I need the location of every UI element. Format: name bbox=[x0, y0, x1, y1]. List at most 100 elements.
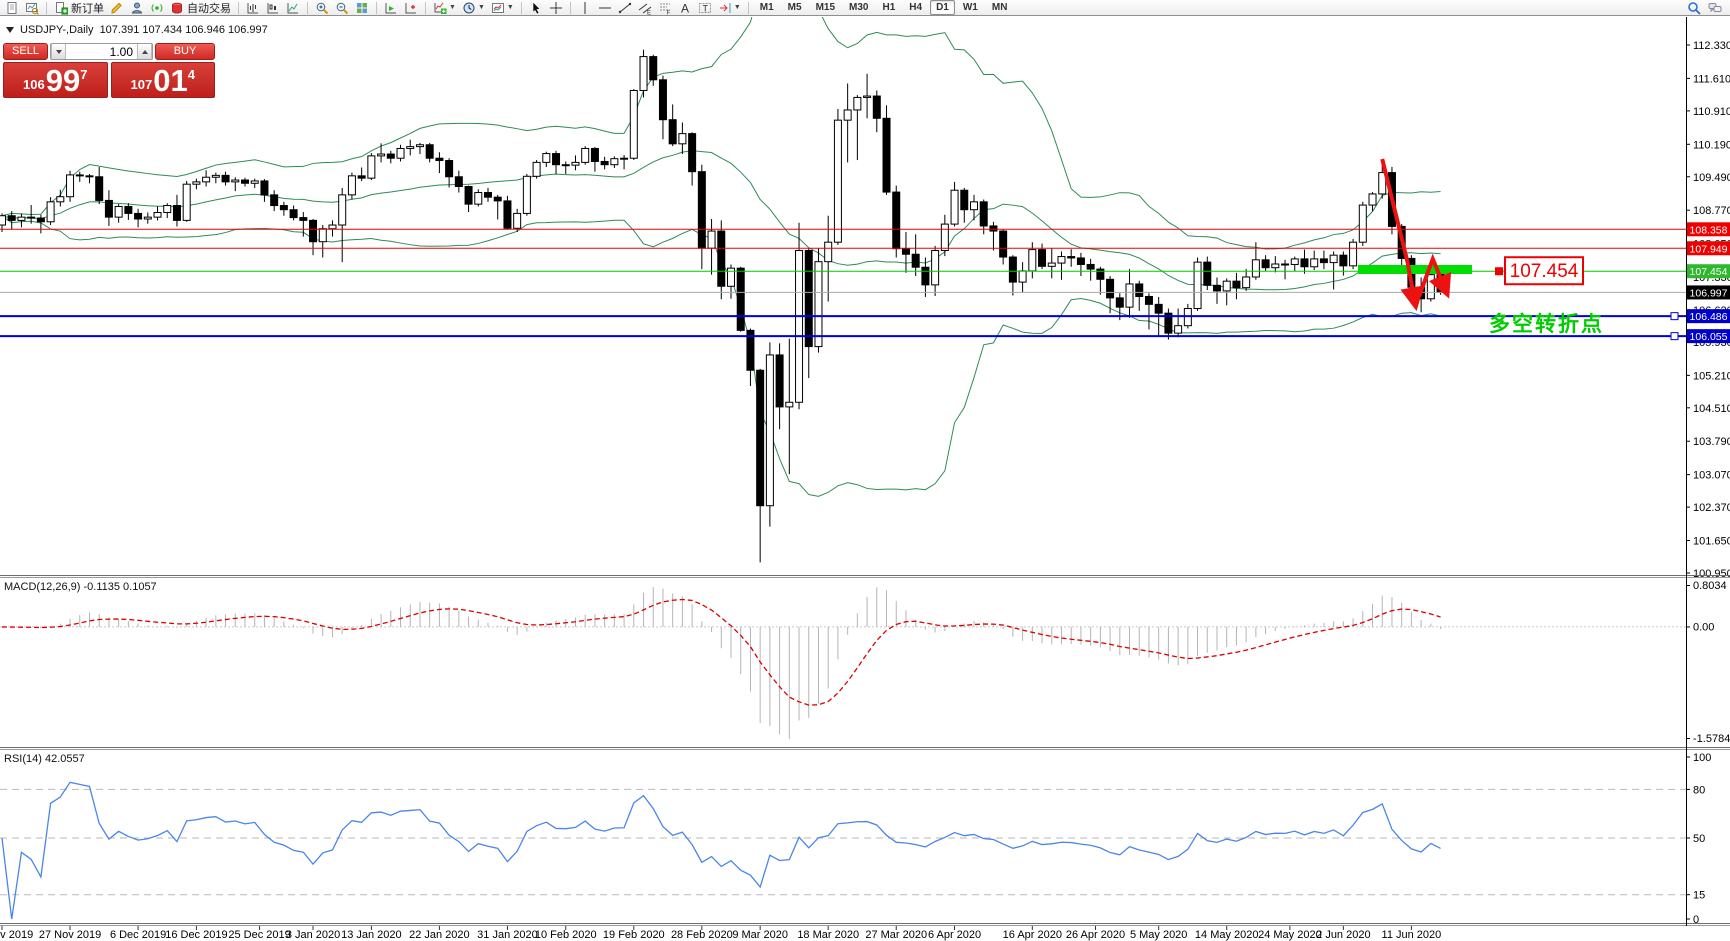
price-callout-box[interactable] bbox=[1504, 256, 1584, 286]
timeframe-M1[interactable]: M1 bbox=[759, 2, 774, 13]
one-click-toggle-icon[interactable] bbox=[6, 27, 14, 33]
text-label-button[interactable]: T bbox=[696, 0, 714, 15]
signal-button[interactable] bbox=[148, 0, 166, 15]
cursor-button[interactable] bbox=[527, 0, 545, 15]
price-tick-label: 110.190 bbox=[1693, 139, 1730, 151]
candle-down bbox=[921, 266, 930, 286]
rsi-name: RSI(14) bbox=[4, 753, 42, 765]
volume-stepper bbox=[50, 43, 153, 60]
timeframe-W1[interactable]: W1 bbox=[962, 2, 978, 13]
candle-up bbox=[1057, 256, 1066, 264]
price-tick-label: 111.610 bbox=[1693, 73, 1730, 85]
new-order-button[interactable]: 新订单 bbox=[52, 0, 106, 15]
bar-chart-button[interactable] bbox=[244, 0, 262, 15]
candle-down bbox=[124, 205, 133, 214]
toolbar-separator bbox=[307, 1, 308, 14]
crayon-button[interactable] bbox=[108, 0, 126, 15]
cursor-icon bbox=[532, 0, 541, 14]
down-trend-arrow[interactable] bbox=[1380, 158, 1425, 312]
price-badge-label: 108.358 bbox=[1690, 224, 1728, 236]
user-profile-button[interactable] bbox=[128, 0, 146, 15]
zigzag-arrow[interactable] bbox=[1417, 253, 1452, 299]
chart-canvas[interactable]: 107.454 多空转折点 112.330 111.610 110.910 110.190… bbox=[0, 17, 1730, 941]
candle-up bbox=[46, 201, 55, 223]
trendline-button[interactable] bbox=[616, 0, 634, 15]
candle-down bbox=[493, 196, 502, 202]
candle-down bbox=[1144, 295, 1153, 305]
support-highlight-bar[interactable] bbox=[1358, 265, 1472, 274]
zoom-out-button[interactable] bbox=[333, 0, 351, 15]
candle-chart-icon bbox=[267, 2, 278, 13]
time-tick-label: 24 May 2020 bbox=[1258, 929, 1322, 941]
sell-button[interactable]: SELL bbox=[3, 43, 48, 60]
autotrading-button[interactable]: 自动交易 bbox=[168, 0, 233, 15]
fibonacci-button[interactable]: F bbox=[656, 0, 674, 15]
volume-decrease-button[interactable] bbox=[51, 44, 66, 59]
sell-price-box[interactable]: 106 99 7 bbox=[3, 62, 108, 98]
candle-up bbox=[678, 133, 687, 145]
buy-button[interactable]: BUY bbox=[155, 43, 215, 60]
bollinger-upper-band bbox=[1, 17, 1441, 250]
turning-point-annotation[interactable]: 多空转折点 bbox=[1489, 312, 1604, 336]
candle-up bbox=[1222, 280, 1231, 292]
timeframe-H4[interactable]: H4 bbox=[909, 2, 923, 13]
auto-scroll-button[interactable] bbox=[382, 0, 400, 15]
search-button[interactable] bbox=[1685, 0, 1703, 15]
arrows-button[interactable]: ▼ bbox=[716, 0, 743, 15]
line-handle[interactable] bbox=[1670, 312, 1679, 321]
candle-down bbox=[901, 248, 910, 255]
horizontal-line-button[interactable] bbox=[596, 0, 614, 15]
candle-down bbox=[697, 171, 706, 249]
sell-price-big: 99 bbox=[45, 63, 81, 98]
equidistant-channel-button[interactable]: E bbox=[636, 0, 654, 15]
candle-down bbox=[1096, 268, 1105, 280]
price-tick-label: 103.790 bbox=[1693, 436, 1730, 448]
tile-windows-button[interactable] bbox=[353, 0, 371, 15]
time-tick-label: 27 Nov 2019 bbox=[39, 929, 101, 941]
text-button[interactable]: A bbox=[676, 0, 694, 15]
candle-down bbox=[435, 157, 444, 162]
timeframe-M5[interactable]: M5 bbox=[787, 2, 802, 13]
chevron-down-icon: ▼ bbox=[733, 4, 741, 11]
candle-up bbox=[1271, 263, 1280, 269]
buy-price-box[interactable]: 107 01 4 bbox=[110, 62, 215, 98]
time-tick-label: 3 Jan 2020 bbox=[286, 929, 340, 941]
template-button[interactable]: ▼ bbox=[489, 0, 516, 15]
candle-up bbox=[532, 161, 541, 177]
volume-input[interactable] bbox=[66, 44, 137, 59]
candle-down bbox=[1106, 278, 1115, 299]
new-chart-button[interactable] bbox=[3, 0, 21, 15]
open-profile-button[interactable] bbox=[23, 0, 41, 15]
candle-down bbox=[1232, 280, 1241, 289]
zoom-in-button[interactable] bbox=[313, 0, 331, 15]
periods-button[interactable]: ▼ bbox=[460, 0, 487, 15]
macd-panel[interactable] bbox=[0, 587, 1686, 739]
candle-up bbox=[931, 250, 940, 286]
timeframe-H1[interactable]: H1 bbox=[882, 2, 896, 13]
main-chart-panel[interactable] bbox=[0, 17, 1445, 563]
timeframe-M15[interactable]: M15 bbox=[815, 2, 836, 13]
toolbar-separator bbox=[46, 1, 47, 14]
line-handle[interactable] bbox=[1670, 332, 1679, 341]
candle-chart-button[interactable] bbox=[264, 0, 282, 15]
timeframe-D1[interactable]: D1 bbox=[930, 0, 955, 15]
timeframe-MN[interactable]: MN bbox=[991, 2, 1008, 13]
candle-up bbox=[765, 354, 774, 507]
indicators-button[interactable]: ▼ bbox=[431, 0, 458, 15]
volume-increase-button[interactable] bbox=[137, 44, 152, 59]
rsi-panel[interactable] bbox=[0, 781, 1686, 920]
callout-anchor-handle[interactable] bbox=[1495, 267, 1503, 276]
candle-down bbox=[309, 219, 318, 243]
crosshair-button[interactable] bbox=[547, 0, 565, 15]
equidistant-channel-icon: E bbox=[638, 3, 652, 15]
chat-button[interactable] bbox=[1705, 0, 1725, 15]
candle-down bbox=[756, 369, 765, 507]
chart-shift-button[interactable] bbox=[402, 0, 420, 15]
price-badge-label: 107.454 bbox=[1690, 266, 1728, 278]
symbol-period-label: USDJPY-,Daily bbox=[20, 24, 94, 36]
line-chart-button[interactable] bbox=[284, 0, 302, 15]
vertical-line-button[interactable] bbox=[576, 0, 594, 15]
price-tick-label: 109.490 bbox=[1693, 172, 1730, 184]
timeframe-M30[interactable]: M30 bbox=[849, 2, 869, 13]
trendline-icon bbox=[618, 2, 632, 13]
